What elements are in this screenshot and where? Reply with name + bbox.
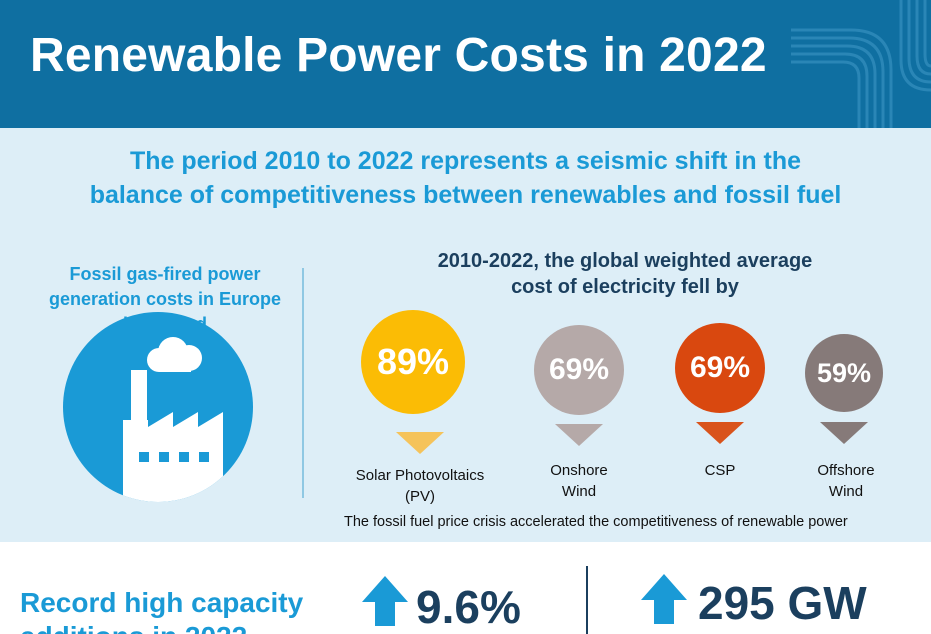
onshore-wind-bubble: 69% <box>534 325 624 415</box>
page-title: Renewable Power Costs in 2022 <box>30 29 767 82</box>
fossil-text-line-2: generation costs in Europe <box>48 289 282 309</box>
solar-pv-label: Solar Photovoltaics (PV) <box>340 465 500 507</box>
capacity-text-line-1: Record high capacity <box>20 587 304 618</box>
solar-pv-bubble: 89% <box>361 310 465 414</box>
cost-fall-heading-line-1: 2010-2022, the global weighted average <box>437 250 813 272</box>
offshore-wind-value: 59% <box>816 357 872 388</box>
subtitle-line-1: The period 2010 to 2022 represents a sei… <box>129 147 802 175</box>
csp-bubble: 69% <box>675 323 765 413</box>
cost-fall-heading: 2010-2022, the global weighted average c… <box>340 248 910 300</box>
subtitle: The period 2010 to 2022 represents a sei… <box>0 144 931 212</box>
growth-percent-stat: 9.6% <box>416 581 521 633</box>
offshore-wind-label-line-1: Offshore <box>817 462 875 479</box>
csp-pointer-icon <box>696 422 744 444</box>
up-arrow-icon <box>641 574 687 624</box>
decorative-stripes-icon <box>791 0 931 128</box>
stat-divider <box>586 566 588 634</box>
onshore-wind-label-line-2: Wind <box>561 483 597 500</box>
factory-illustration <box>63 312 253 502</box>
onshore-wind-pointer-icon <box>555 424 603 446</box>
fossil-text-line-1: Fossil gas-fired power <box>69 264 261 284</box>
header-banner: Renewable Power Costs in 2022 <box>0 0 931 128</box>
solar-pv-value: 89% <box>376 341 450 382</box>
offshore-wind-pointer-icon <box>820 422 868 444</box>
subtitle-line-2: balance of competitiveness between renew… <box>89 181 842 209</box>
column-divider <box>302 268 304 498</box>
footnote: The fossil fuel price crisis accelerated… <box>344 514 848 530</box>
capacity-text-line-2: additions in 2022 <box>20 620 330 634</box>
bottom-stats: Record high capacity additions in 2022 9… <box>0 542 931 634</box>
csp-label: CSP <box>670 460 770 481</box>
up-arrow-icon <box>362 576 408 626</box>
offshore-wind-label-line-2: Wind <box>828 483 864 500</box>
offshore-wind-label: Offshore Wind <box>796 460 896 502</box>
onshore-wind-label-line-1: Onshore <box>550 462 608 479</box>
onshore-wind-value: 69% <box>548 353 610 386</box>
solar-pv-pointer-icon <box>396 432 444 454</box>
solar-pv-label-line-1: Solar Photovoltaics <box>355 467 485 484</box>
cost-fall-heading-line-2: cost of electricity fell by <box>511 276 739 298</box>
csp-value: 69% <box>689 351 751 384</box>
capacity-gw-stat: 295 GW <box>698 577 867 629</box>
csp-label-line-1: CSP <box>704 462 736 479</box>
onshore-wind-label: Onshore Wind <box>529 460 629 502</box>
capacity-text: Record high capacity additions in 2022 <box>20 586 330 634</box>
factory-icon <box>123 337 223 502</box>
solar-pv-label-line-2: (PV) <box>405 488 435 505</box>
offshore-wind-bubble: 59% <box>805 334 883 412</box>
